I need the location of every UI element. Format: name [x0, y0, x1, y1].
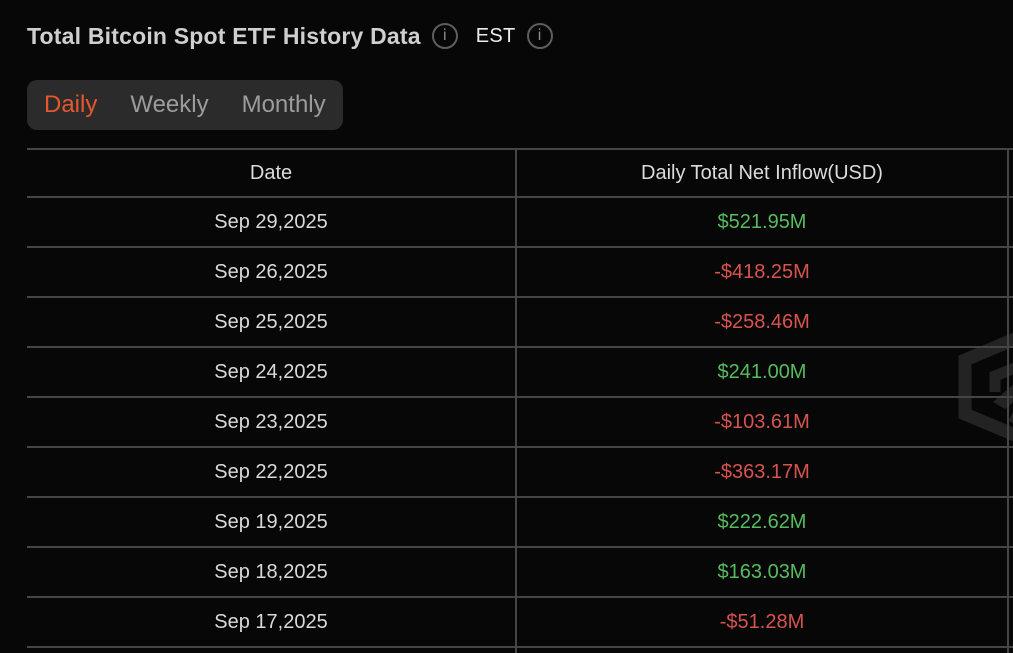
date-cell: Sep 23,2025 [27, 398, 517, 446]
date-cell: Sep 17,2025 [27, 598, 517, 646]
inflow-cell [517, 648, 1009, 653]
table-row: Sep 24,2025 $241.00M [27, 348, 1013, 398]
tab-daily[interactable]: Daily [44, 91, 98, 118]
info-icon-glyph: i [442, 27, 447, 44]
row-overflow-cell [1009, 248, 1013, 296]
table-row: Sep 26,2025 -$418.25M [27, 248, 1013, 298]
date-cell: Sep 22,2025 [27, 448, 517, 496]
date-cell: Sep 25,2025 [27, 298, 517, 346]
table-row: Sep 19,2025 $222.62M [27, 498, 1013, 548]
column-header-inflow: Daily Total Net Inflow(USD) [517, 150, 1009, 196]
table-row: Sep 22,2025 -$363.17M [27, 448, 1013, 498]
date-cell: Sep 26,2025 [27, 248, 517, 296]
row-overflow-cell [1009, 348, 1013, 396]
period-tab-bar: Daily Weekly Monthly [27, 80, 343, 130]
date-cell [27, 648, 517, 653]
timezone-info-icon[interactable]: i [526, 23, 553, 49]
inflow-cell: $163.03M [517, 548, 1009, 596]
etf-history-table: Date Daily Total Net Inflow(USD) Sep 29,… [27, 148, 1013, 653]
info-icon[interactable]: i [431, 23, 458, 49]
page-title: Total Bitcoin Spot ETF History Data [27, 22, 421, 49]
row-overflow-cell [1009, 398, 1013, 446]
table-row: Sep 17,2025 -$51.28M [27, 598, 1013, 648]
date-cell: Sep 24,2025 [27, 348, 517, 396]
inflow-cell: $241.00M [517, 348, 1009, 396]
row-overflow-cell [1009, 648, 1013, 653]
table-row: Sep 18,2025 $163.03M [27, 548, 1013, 598]
column-header-overflow [1009, 150, 1013, 196]
table-row: Sep 23,2025 -$103.61M [27, 398, 1013, 448]
inflow-cell: -$51.28M [517, 598, 1009, 646]
inflow-cell: -$258.46M [517, 298, 1009, 346]
tab-weekly[interactable]: Weekly [130, 91, 209, 118]
table-header-row: Date Daily Total Net Inflow(USD) [27, 150, 1013, 198]
table-row: Sep 29,2025 $521.95M [27, 198, 1013, 248]
inflow-cell: -$363.17M [517, 448, 1009, 496]
table-row-clipped [27, 648, 1013, 653]
row-overflow-cell [1009, 198, 1013, 246]
row-overflow-cell [1009, 598, 1013, 646]
tab-monthly[interactable]: Monthly [241, 91, 326, 118]
table-row: Sep 25,2025 -$258.46M [27, 298, 1013, 348]
row-overflow-cell [1009, 448, 1013, 496]
date-cell: Sep 19,2025 [27, 498, 517, 546]
inflow-cell: $222.62M [517, 498, 1009, 546]
inflow-cell: $521.95M [517, 198, 1009, 246]
inflow-cell: -$103.61M [517, 398, 1009, 446]
panel-header: Total Bitcoin Spot ETF History Data i ES… [27, 18, 553, 54]
date-cell: Sep 18,2025 [27, 548, 517, 596]
row-overflow-cell [1009, 498, 1013, 546]
row-overflow-cell [1009, 548, 1013, 596]
column-header-date: Date [27, 150, 517, 196]
inflow-cell: -$418.25M [517, 248, 1009, 296]
timezone-label: EST [475, 24, 516, 47]
info-icon-glyph: i [537, 27, 542, 44]
date-cell: Sep 29,2025 [27, 198, 517, 246]
row-overflow-cell [1009, 298, 1013, 346]
